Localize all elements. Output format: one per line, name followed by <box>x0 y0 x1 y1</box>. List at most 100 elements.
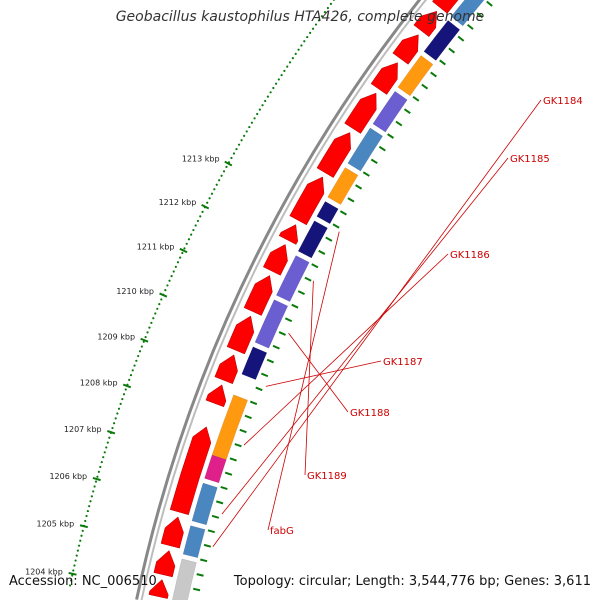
scale-minor-tick <box>70 579 73 582</box>
scale-minor-tick <box>332 0 336 1</box>
scale-minor-tick <box>185 242 188 245</box>
scale-minor-tick <box>243 134 246 137</box>
position-label: 1207 kbp <box>64 425 102 434</box>
scale-minor-tick <box>194 224 197 227</box>
gene-label: GK1186 <box>450 250 490 261</box>
scale-minor-tick <box>250 121 254 124</box>
scale-minor-tick <box>68 584 72 587</box>
scale-minor-tick <box>85 514 88 518</box>
scale-minor-tick <box>71 574 74 577</box>
scale-minor-tick <box>222 170 226 173</box>
cds-forward-arrow <box>413 10 437 37</box>
scale-minor-tick <box>192 228 195 232</box>
gene-boundary-tick <box>211 514 220 519</box>
gene-callout-line <box>288 332 349 413</box>
scale-minor-tick <box>135 359 138 362</box>
gene-label: fabG <box>270 526 294 537</box>
scale-minor-tick <box>121 397 124 401</box>
gene-label: GK1184 <box>543 96 583 107</box>
position-label: 1213 kbp <box>182 155 220 164</box>
scale-minor-tick <box>168 279 171 282</box>
scale-minor-tick <box>75 554 78 557</box>
scale-minor-tick <box>158 303 161 306</box>
gene-boundary-tick <box>234 443 242 448</box>
gene-boundary-tick <box>229 457 237 462</box>
cds-forward-arrow <box>160 516 184 549</box>
gene-label: GK1188 <box>350 408 390 419</box>
gene-boundary-tick <box>403 108 411 114</box>
scale-minor-tick <box>183 247 186 250</box>
scale-minor-tick <box>129 374 133 377</box>
cds-forward-arrow <box>205 384 227 408</box>
cds-reverse-band <box>327 167 359 205</box>
gene-boundary-tick <box>220 486 228 491</box>
cds-reverse-band <box>450 0 485 27</box>
cds-reverse-band <box>254 299 289 349</box>
cds-forward-arrow <box>148 579 169 599</box>
genome-backbone <box>135 0 428 601</box>
scale-minor-tick <box>176 261 180 264</box>
scale-minor-tick <box>225 165 228 168</box>
scale-minor-tick <box>294 52 297 55</box>
cds-forward-arrow <box>214 354 238 385</box>
scale-minor-tick <box>106 441 109 444</box>
scale-minor-tick <box>111 426 114 430</box>
scale-minor-tick <box>122 393 126 396</box>
scale-minor-tick <box>150 321 153 325</box>
scale-minor-tick <box>190 233 193 236</box>
scale-minor-tick <box>213 188 216 191</box>
scale-minor-tick <box>245 130 248 133</box>
gene-boundary-tick <box>332 223 340 229</box>
scale-minor-tick <box>138 350 142 353</box>
scale-minor-tick <box>201 210 204 213</box>
cds-forward-arrow <box>370 62 398 95</box>
gene-callout-line <box>243 253 449 446</box>
scale-minor-tick <box>230 156 233 160</box>
map-title: Geobacillus kaustophilus HTA426, complet… <box>115 9 485 25</box>
scale-major-tick <box>92 476 101 482</box>
scale-minor-tick <box>124 388 127 391</box>
gene-features <box>148 0 485 604</box>
cds-forward-arrow <box>169 426 212 516</box>
gene-boundary-tick <box>457 35 465 42</box>
position-label: 1204 kbp <box>25 568 63 577</box>
scale-minor-tick <box>112 422 116 425</box>
cds-reverse-band <box>347 127 384 172</box>
scale-minor-tick <box>79 539 82 542</box>
gene-tick-marks <box>189 0 493 604</box>
scale-minor-tick <box>286 65 289 68</box>
cds-forward-arrow <box>243 275 273 316</box>
scale-minor-tick <box>116 412 119 415</box>
cds-forward-arrow <box>316 132 351 178</box>
genome-summary-text: Topology: circular; Length: 3,544,776 bp… <box>233 574 591 589</box>
gene-boundary-tick <box>291 303 299 309</box>
gene-boundary-tick <box>272 344 280 350</box>
scale-minor-tick <box>102 456 105 459</box>
position-label: 1205 kbp <box>37 520 75 529</box>
position-label: 1212 kbp <box>159 198 197 207</box>
cds-forward-arrow <box>344 92 377 134</box>
gene-boundary-tick <box>370 158 378 165</box>
cds-reverse-band <box>191 482 218 526</box>
scale-major-tick <box>179 247 188 254</box>
scale-minor-tick <box>258 108 261 111</box>
gene-callouts: GK1184 GK1185 GK1186 GK1187 GK1188 GK1189 fabG <box>212 96 583 547</box>
cds-reverse-band <box>204 454 227 484</box>
scale-minor-tick <box>329 2 333 6</box>
gene-label: GK1185 <box>510 154 550 165</box>
scale-minor-tick <box>256 112 259 116</box>
major-ticks <box>68 160 233 576</box>
scale-major-tick <box>107 430 116 435</box>
minor-ticks <box>68 0 336 587</box>
cds-reverse-band <box>275 255 310 302</box>
scale-minor-tick <box>90 495 93 498</box>
cds-forward-arrow <box>226 315 255 355</box>
scale-minor-tick <box>274 82 278 85</box>
scale-minor-tick <box>133 364 136 367</box>
scale-minor-tick <box>206 201 209 204</box>
gene-boundary-tick <box>255 386 263 392</box>
scale-minor-tick <box>73 564 76 567</box>
gene-callout-line <box>304 280 314 476</box>
scale-minor-tick <box>81 529 84 532</box>
cds-reverse-band <box>182 525 206 559</box>
